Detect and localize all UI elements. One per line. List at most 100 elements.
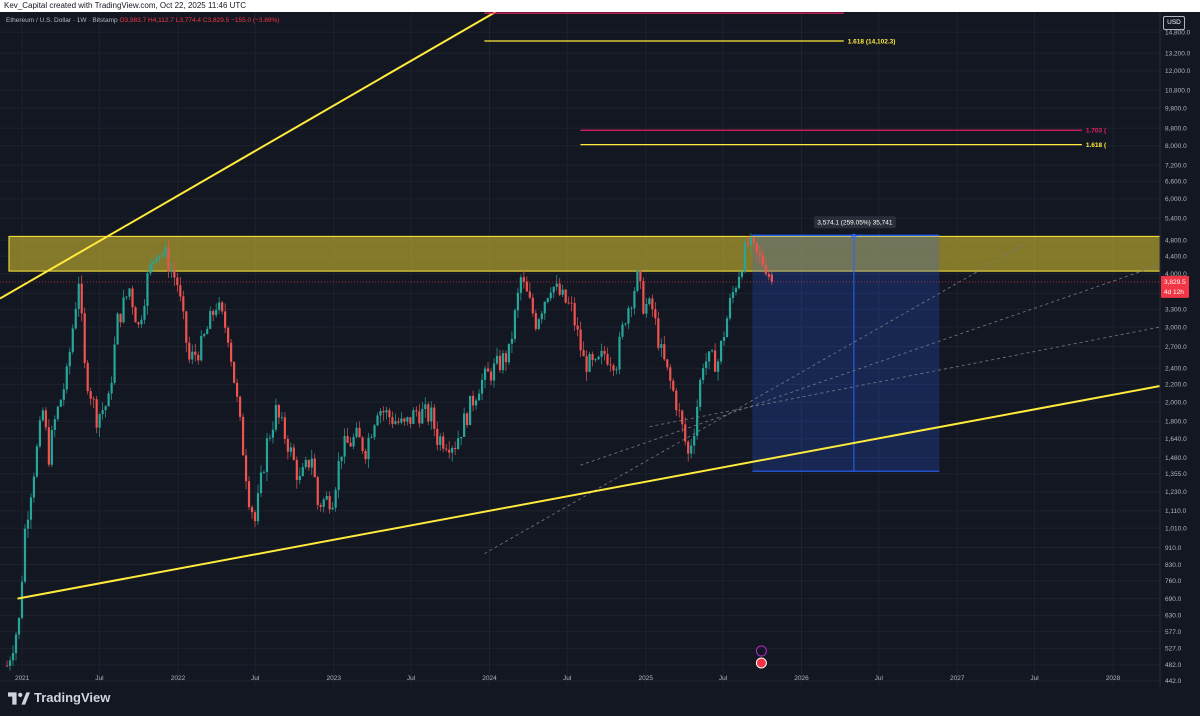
candle-body <box>238 396 242 417</box>
candle-body <box>32 476 36 498</box>
candle-body <box>241 416 245 456</box>
dashed-trendline <box>649 326 1160 428</box>
price-tick-label: 4,800.0 <box>1165 237 1187 244</box>
candle-body <box>271 429 275 438</box>
candle-body <box>286 438 289 452</box>
candle-body <box>164 247 167 255</box>
earnings-marker-icon <box>755 657 767 669</box>
candle-body <box>122 297 125 323</box>
fib-level-label: 1.618 (14,102.3) <box>848 38 896 45</box>
price-tick-label: 482.0 <box>1165 662 1182 669</box>
candle-body <box>203 334 206 336</box>
candle-body <box>346 436 349 443</box>
candle-body <box>110 382 113 394</box>
candle-body <box>62 389 65 400</box>
candle-body <box>624 323 627 325</box>
candle-body <box>519 277 522 293</box>
ohlc-close: C3,829.5 <box>202 17 230 24</box>
candle-body <box>268 437 272 439</box>
time-tick-label: Jul <box>875 675 884 682</box>
candle-body <box>728 298 732 319</box>
candle-body <box>325 495 328 500</box>
candle-body <box>227 327 230 343</box>
price-tick-label: 8,800.0 <box>1165 125 1187 132</box>
candle-body <box>749 237 753 245</box>
candle-body <box>564 289 567 303</box>
price-tick-label: 5,400.0 <box>1165 216 1187 223</box>
price-tick-label: 7,200.0 <box>1165 163 1187 170</box>
candle-body <box>654 309 657 319</box>
candle-body <box>421 409 424 424</box>
price-tick-label: 2,700.0 <box>1165 344 1187 351</box>
candle-body <box>95 399 98 428</box>
time-tick-label: 2023 <box>327 675 342 682</box>
candle-body <box>486 368 490 372</box>
currency-button[interactable]: USD <box>1163 16 1185 30</box>
time-axis[interactable]: 2021 Jul 2022 Jul 2023 Jul 2024 Jul 2025 Jul 2026 J… <box>15 675 1121 682</box>
candle-body <box>546 298 549 302</box>
candle-body <box>343 436 346 457</box>
creator-text: Kev_Capital created with TradingView.com… <box>4 1 247 10</box>
candle-body <box>469 395 472 426</box>
price-tick-label: 4,400.0 <box>1165 254 1187 261</box>
price-tick-label: 1,640.0 <box>1165 436 1187 443</box>
candle-body <box>471 395 475 406</box>
candle-body <box>609 364 612 366</box>
candle-body <box>454 447 457 450</box>
candle-body <box>540 313 543 320</box>
candle-body <box>262 472 266 473</box>
candle-body <box>340 456 343 462</box>
symbol-legend[interactable]: Ethereum / U.S. Dollar · 1W · Bitstamp O… <box>6 17 279 24</box>
time-tick-label: 2022 <box>171 675 186 682</box>
candle-body <box>406 417 409 422</box>
dashed-trendline <box>580 264 1160 466</box>
candle-body <box>690 445 693 454</box>
candle-body <box>579 329 582 351</box>
candle-body <box>621 324 624 337</box>
price-tick-label: 1,110.0 <box>1165 508 1187 515</box>
candle-body <box>155 257 158 262</box>
candle-body <box>516 292 520 311</box>
candle-body <box>722 337 726 341</box>
candle-body <box>725 318 729 338</box>
candle-body <box>770 274 773 282</box>
candle-body <box>746 242 750 245</box>
candle-body <box>310 458 313 468</box>
fib-level-label: 1.703 ( <box>1086 128 1107 135</box>
candle-body <box>77 283 80 309</box>
candle-body <box>397 421 400 423</box>
last-price-tag <box>1161 275 1189 298</box>
candle-body <box>188 342 191 360</box>
candle-body <box>53 419 56 430</box>
candle-body <box>436 428 439 445</box>
candle-body <box>705 361 708 369</box>
candle-body <box>35 446 39 477</box>
candle-body <box>415 410 418 412</box>
candle-body <box>561 289 564 295</box>
price-tick-label: 630.0 <box>1165 613 1182 620</box>
candle-body <box>316 477 319 506</box>
candle-body <box>660 344 663 348</box>
candle-body <box>573 303 576 326</box>
plot-area[interactable]: 3,574.1 (259.05%) 35,741 1.618 (14,102.3)… <box>0 12 1160 671</box>
candle-body <box>59 399 62 407</box>
candle-body <box>322 499 325 507</box>
measure-label: 3,574.1 (259.05%) 35,741 <box>817 220 893 227</box>
candle-body <box>627 308 630 324</box>
candle-body <box>618 336 621 370</box>
candle-body <box>256 493 260 522</box>
price-axis[interactable]: 442.0 482.0 527.0 577.0 630.0 690.0 760.0 830.0… <box>1165 29 1191 685</box>
candle-body <box>424 404 427 410</box>
candle-body <box>418 411 421 424</box>
price-tick-label: 830.0 <box>1165 562 1182 569</box>
candle-body <box>409 417 412 424</box>
tradingview-brand: TradingView <box>34 690 111 705</box>
candle-body <box>534 313 537 329</box>
candle-body <box>221 302 224 312</box>
candle-body <box>50 429 53 465</box>
price-tick-label: 8,000.0 <box>1165 143 1187 150</box>
candle-body <box>489 371 493 381</box>
price-tick-label: 4,000.0 <box>1165 271 1187 278</box>
